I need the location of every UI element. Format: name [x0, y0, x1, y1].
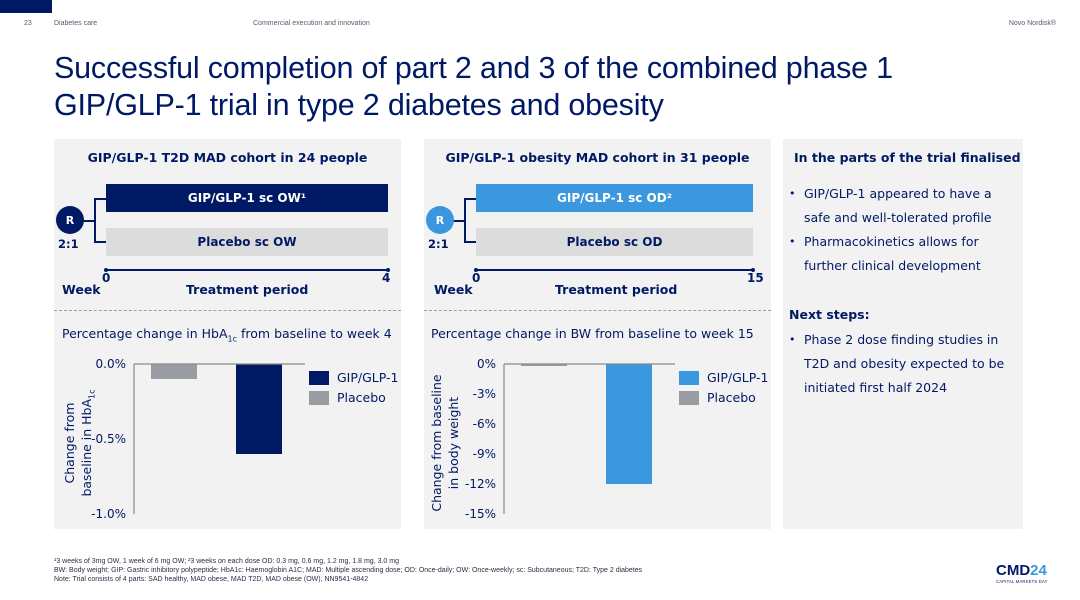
obesity-randomisation-connector	[452, 220, 464, 222]
legend-swatch-placebo	[309, 390, 329, 405]
legend-swatch-placebo	[679, 390, 699, 405]
footnote-1: ¹3 weeks of 3mg OW, 1 week of 6 mg OW; ²…	[54, 558, 399, 565]
summary-bullets: GIP/GLP-1 appeared to have a safe and we…	[788, 182, 1018, 278]
bw-chart: 0% -3% -6% -9% -12% -15%	[465, 357, 675, 521]
bw-chart-title: Percentage change in BW from baseline to…	[431, 326, 754, 341]
t2d-period-label: Treatment period	[186, 282, 309, 297]
hba1c-legend-active: GIP/GLP-1	[309, 370, 399, 385]
hba1c-chart-title: Percentage change in HbA1c from baseline…	[62, 326, 392, 344]
summary-heading: In the parts of the trial finalised	[794, 150, 1021, 165]
summary-bullet: GIP/GLP-1 appeared to have a safe and we…	[788, 182, 1018, 230]
t2d-cohort-title: GIP/GLP-1 T2D MAD cohort in 24 people	[87, 150, 368, 165]
obesity-section-divider	[424, 310, 771, 311]
obesity-placebo-arm: Placebo sc OD	[476, 228, 753, 256]
summary-panel: In the parts of the trial finalised GIP/…	[783, 139, 1023, 529]
t2d-timeline-end-dot	[386, 268, 390, 272]
obesity-timeline-end-dot	[751, 268, 755, 272]
t2d-randomisation-connector	[82, 220, 94, 222]
t2d-ratio: 2:1	[58, 237, 79, 251]
next-steps-heading: Next steps:	[789, 307, 870, 322]
hba1c-chart: 0.0% -0.5% -1.0%	[91, 357, 305, 521]
t2d-timeline-start-dot	[104, 268, 108, 272]
hba1c-legend-placebo: Placebo	[309, 390, 386, 405]
obesity-timeline	[476, 269, 753, 271]
obesity-timeline-start-dot	[474, 268, 478, 272]
bw-bar-placebo	[521, 364, 567, 366]
hba1c-y-tick-label: -0.5%	[91, 432, 126, 446]
obesity-active-arm: GIP/GLP-1 sc OD²	[476, 184, 753, 212]
t2d-week-label: Week	[62, 282, 101, 297]
header-accent-tab	[0, 0, 52, 13]
page-title-line-2: GIP/GLP-1 trial in type 2 diabetes and o…	[54, 88, 664, 122]
brand-label: Novo Nordisk®	[1008, 20, 1056, 27]
t2d-panel: GIP/GLP-1 T2D MAD cohort in 24 people GI…	[54, 139, 401, 529]
t2d-end-week: 4	[382, 271, 391, 285]
t2d-timeline	[106, 269, 388, 271]
next-steps-bullets: Phase 2 dose finding studies in T2D and …	[788, 328, 1018, 400]
obesity-randomisation-icon: R	[426, 206, 454, 234]
footnote-abbreviations: BW: Body weight; GIP: Gastric inhibitory…	[54, 567, 643, 574]
bw-y-tick-label: 0%	[477, 357, 496, 371]
cmd24-logo-subtitle: CAPITAL MARKETS DAY	[996, 579, 1048, 584]
summary-bullet: Pharmacokinetics allows for further clin…	[788, 230, 1018, 278]
t2d-randomisation-icon: R	[56, 206, 84, 234]
hba1c-y-tick-label: 0.0%	[96, 357, 127, 371]
obesity-end-week: 15	[747, 271, 764, 285]
obesity-cohort-title: GIP/GLP-1 obesity MAD cohort in 31 peopl…	[445, 150, 750, 165]
section-label: Diabetes care	[54, 20, 98, 27]
obesity-ratio: 2:1	[428, 237, 449, 251]
footnote-note: Note: Trial consists of 4 parts: SAD hea…	[54, 576, 369, 583]
t2d-section-divider	[54, 310, 401, 311]
topic-label: Commercial execution and innovation	[253, 20, 370, 27]
bw-legend-placebo: Placebo	[679, 390, 756, 405]
bw-legend-active: GIP/GLP-1	[679, 370, 769, 385]
obesity-period-label: Treatment period	[555, 282, 678, 297]
bw-bar-gip-glp-1	[606, 364, 652, 484]
t2d-randomisation-bracket	[94, 198, 106, 243]
t2d-placebo-arm: Placebo sc OW	[106, 228, 388, 256]
bw-y-tick-label: -9%	[473, 447, 496, 461]
page-number: 23	[24, 20, 32, 27]
hba1c-bar-gip-glp-1	[236, 364, 282, 454]
next-steps-bullet: Phase 2 dose finding studies in T2D and …	[788, 328, 1018, 400]
obesity-randomisation-bracket	[464, 198, 476, 243]
bw-y-tick-label: -3%	[473, 387, 496, 401]
hba1c-y-tick-label: -1.0%	[91, 507, 126, 521]
legend-swatch-active	[679, 370, 699, 385]
t2d-start-week: 0	[102, 271, 111, 285]
obesity-panel: GIP/GLP-1 obesity MAD cohort in 31 peopl…	[424, 139, 771, 529]
bw-y-tick-label: -12%	[465, 477, 496, 491]
bw-y-axis-label: Change from baseline in body weight	[429, 374, 461, 512]
bw-y-tick-label: -6%	[473, 417, 496, 431]
obesity-week-label: Week	[434, 282, 473, 297]
legend-swatch-active	[309, 370, 329, 385]
t2d-active-arm: GIP/GLP-1 sc OW¹	[106, 184, 388, 212]
cmd24-logo: CMD24	[996, 562, 1047, 579]
hba1c-bar-placebo	[151, 364, 197, 379]
bw-y-tick-label: -15%	[465, 507, 496, 521]
page-title-line-1: Successful completion of part 2 and 3 of…	[54, 51, 893, 85]
obesity-start-week: 0	[472, 271, 481, 285]
page-title: Successful completion of part 2 and 3 of…	[54, 50, 1034, 124]
